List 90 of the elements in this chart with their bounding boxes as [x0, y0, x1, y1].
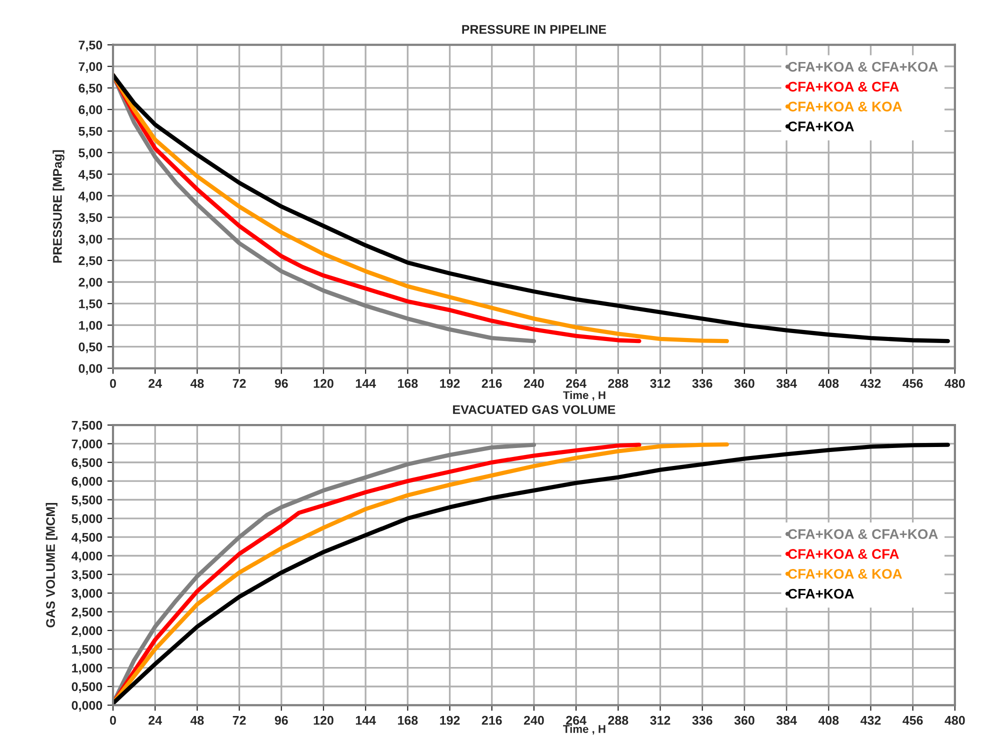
x-tick-label: 48 — [190, 379, 204, 388]
y-tick-label: 4,50 — [78, 170, 102, 181]
y-tick-label: 2,50 — [78, 256, 102, 267]
chart-title: PRESSURE IN PIPELINE — [462, 24, 606, 34]
x-tick-label: 168 — [398, 379, 418, 388]
x-tick-label: 168 — [398, 716, 418, 725]
y-tick-label: 0,000 — [72, 700, 102, 712]
x-tick-label: 0 — [110, 379, 116, 388]
y-axis-title: PRESSURE [MPag] — [52, 150, 64, 263]
x-tick-label: 288 — [608, 379, 628, 388]
y-tick-label: 3,00 — [78, 234, 102, 246]
y-tick-label: 4,00 — [78, 192, 102, 202]
x-tick-label: 72 — [232, 716, 246, 725]
y-tick-label: 6,00 — [78, 105, 102, 116]
line-series — [113, 72, 950, 344]
x-tick-label: 192 — [440, 379, 460, 388]
y-tick-label: 5,00 — [78, 148, 102, 160]
x-tick-label: 240 — [524, 379, 544, 388]
y-tick-label: 5,50 — [78, 126, 102, 138]
legend-label: CFA+KOA — [788, 122, 854, 132]
legend-label: CFA+KOA & CFA — [788, 82, 899, 92]
x-tick-label: 24 — [148, 716, 162, 725]
y-tick-label: 7,50 — [78, 40, 102, 52]
legend-label: CFA+KOA & CFA — [788, 549, 899, 559]
x-tick-label: 264 — [566, 716, 586, 725]
y-tick-label: 2,000 — [72, 626, 102, 637]
x-tick-label: 480 — [944, 716, 965, 725]
x-tick-label: 432 — [860, 379, 881, 388]
x-tick-label: 264 — [566, 379, 586, 388]
y-tick-label: 0,00 — [78, 364, 102, 375]
x-tick-label: 360 — [734, 379, 754, 388]
x-tick-label: 408 — [818, 379, 839, 388]
x-tick-label: 48 — [190, 716, 204, 725]
x-tick-label: 144 — [356, 379, 376, 388]
y-axis-title: GAS VOLUME [MCM] — [46, 502, 58, 628]
x-tick-label: 24 — [148, 379, 162, 388]
x-tick-label: 312 — [650, 716, 670, 725]
y-tick-label: 6,50 — [78, 84, 102, 94]
x-tick-label: 408 — [818, 716, 839, 725]
x-tick-label: 480 — [944, 379, 965, 388]
x-axis-title: Time , H — [563, 724, 606, 735]
y-tick-label: 3,000 — [72, 588, 102, 600]
y-tick-label: 2,500 — [72, 608, 102, 618]
x-tick-label: 72 — [232, 379, 246, 388]
y-tick-label: 1,500 — [72, 644, 102, 656]
x-tick-label: 216 — [482, 716, 502, 725]
x-tick-label: 432 — [860, 716, 881, 725]
x-axis-title: Time , H — [563, 390, 606, 401]
legend-label: CFA+KOA — [788, 588, 854, 599]
y-tick-label: 6,000 — [72, 476, 102, 488]
x-tick-label: 456 — [902, 379, 923, 388]
x-tick-label: 96 — [274, 716, 288, 725]
x-tick-label: 240 — [524, 716, 544, 725]
y-tick-label: 1,50 — [79, 299, 102, 310]
x-tick-label: 312 — [650, 379, 670, 388]
legend-label: CFA+KOA & KOA — [788, 568, 902, 579]
x-tick-label: 144 — [356, 716, 376, 725]
x-tick-label: 216 — [482, 379, 502, 388]
y-tick-label: 3,500 — [72, 570, 102, 581]
legend-label: CFA+KOA & KOA — [788, 102, 902, 112]
x-tick-label: 120 — [314, 716, 334, 725]
y-tick-label: 7,00 — [78, 62, 102, 73]
y-tick-label: 6,500 — [72, 458, 102, 469]
x-tick-label: 360 — [734, 716, 754, 725]
legend-label: CFA+KOA & CFA+KOA — [788, 62, 938, 72]
chart-title: EVACUATED GAS VOLUME — [453, 405, 616, 414]
legend-label: CFA+KOA & CFA+KOA — [788, 529, 938, 539]
y-tick-label: 7,000 — [72, 440, 102, 450]
y-tick-label: 4,000 — [72, 552, 102, 562]
y-tick-label: 5,000 — [72, 514, 102, 525]
x-tick-label: 336 — [692, 716, 712, 725]
x-tick-label: 336 — [692, 379, 712, 388]
y-tick-label: 4,500 — [72, 532, 102, 544]
x-tick-label: 456 — [902, 716, 923, 725]
y-tick-label: 1,000 — [72, 664, 102, 674]
x-tick-label: 384 — [776, 379, 797, 388]
y-tick-label: 5,500 — [72, 496, 102, 506]
line-series — [113, 442, 950, 706]
x-tick-label: 120 — [314, 379, 334, 388]
x-tick-label: 96 — [274, 379, 288, 388]
y-tick-label: 1,00 — [79, 320, 102, 332]
x-tick-label: 384 — [776, 716, 797, 725]
y-tick-label: 3,50 — [78, 213, 102, 224]
y-tick-label: 0,500 — [72, 682, 102, 693]
y-tick-label: 2,00 — [78, 278, 102, 288]
x-tick-label: 0 — [110, 716, 116, 725]
x-tick-label: 288 — [608, 716, 628, 725]
y-tick-label: 0,50 — [78, 342, 102, 354]
x-tick-label: 192 — [440, 716, 460, 725]
y-tick-label: 7,500 — [72, 420, 102, 432]
